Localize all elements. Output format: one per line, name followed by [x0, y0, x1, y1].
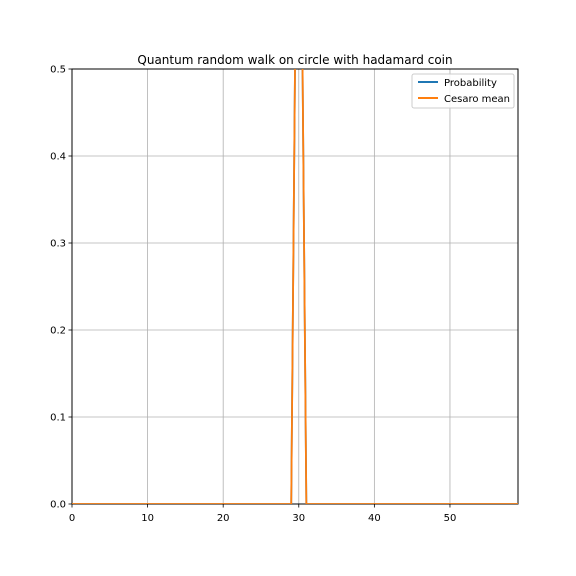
y-tick-label: 0.1	[50, 413, 66, 424]
legend: Probability Cesaro mean	[411, 73, 515, 109]
chart-title: Quantum random walk on circle with hadam…	[137, 53, 452, 67]
x-tick-label: 50	[444, 513, 457, 524]
x-tick-label: 20	[217, 513, 230, 524]
x-tick-label: 40	[368, 513, 381, 524]
y-tick-label: 0.2	[50, 326, 66, 337]
y-tick-label: 0.4	[50, 152, 66, 163]
y-tick-label: 0.0	[50, 500, 66, 511]
legend-label-probability: Probability	[444, 78, 497, 89]
x-tick-label: 0	[69, 513, 75, 524]
tick-labels: 0 10 20 30 40 50 0.0 0.1 0.2 0.3 0.4 0.5	[50, 65, 456, 525]
x-tick-label: 10	[141, 513, 154, 524]
legend-label-cesaro-mean: Cesaro mean	[444, 94, 510, 105]
y-tick-label: 0.3	[50, 239, 66, 250]
x-tick-label: 30	[292, 513, 305, 524]
y-tick-label: 0.5	[50, 65, 66, 76]
